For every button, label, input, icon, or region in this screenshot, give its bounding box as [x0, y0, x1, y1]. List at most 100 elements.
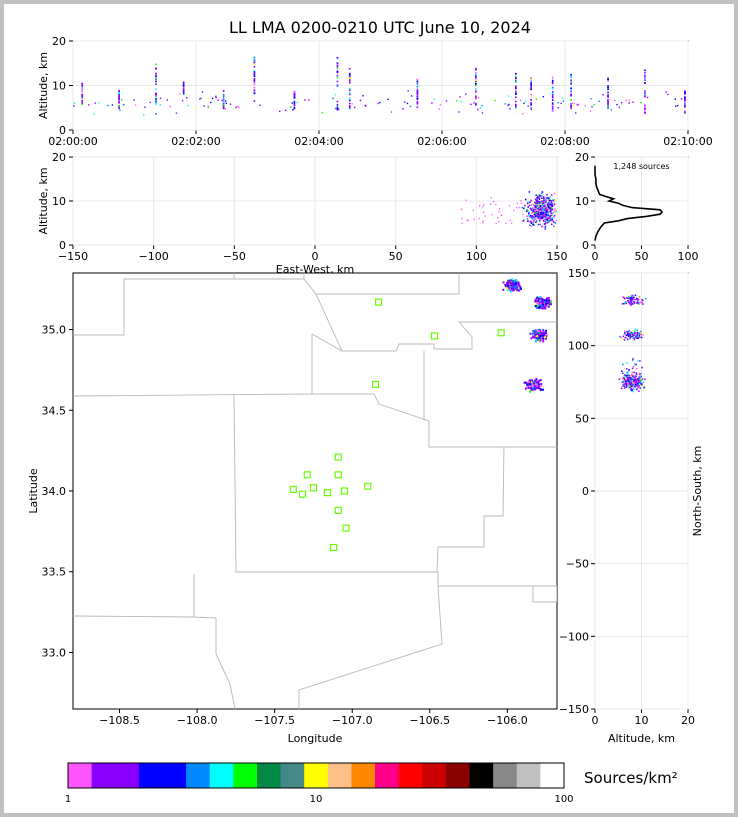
- map-source-point: [544, 307, 547, 310]
- time-source-point: [684, 106, 686, 108]
- map-source-point: [540, 338, 543, 341]
- ns-source-point: [636, 332, 639, 334]
- ns-source-point: [628, 369, 630, 372]
- time-source-point: [155, 63, 157, 66]
- time-source-point: [334, 93, 337, 96]
- time-source-point: [155, 83, 157, 85]
- county-boundary: [311, 333, 343, 352]
- time-source-point: [134, 104, 137, 106]
- ew-source-point: [526, 218, 529, 220]
- ns-tick-label: 10: [635, 714, 649, 727]
- ew-source-point: [536, 215, 538, 218]
- time-source-point: [515, 81, 517, 83]
- ew-source-point: [550, 209, 552, 211]
- map-source-point: [548, 299, 551, 302]
- ew-source-point: [542, 225, 544, 228]
- ew-source-point: [520, 200, 522, 202]
- ns-source-point: [631, 303, 633, 305]
- map-source-point: [537, 297, 540, 300]
- time-source-point: [293, 103, 296, 105]
- ns-source-point: [635, 334, 637, 336]
- ew-source-point: [530, 208, 532, 210]
- ns-source-point: [633, 296, 635, 299]
- map-source-point: [510, 278, 513, 281]
- time-source-point: [222, 94, 225, 97]
- ew-source-point: [528, 204, 531, 207]
- time-source-point: [73, 105, 75, 107]
- ew-source-point: [555, 219, 557, 222]
- ns-source-point: [639, 376, 641, 379]
- ns-source-point: [642, 381, 645, 384]
- map-source-point: [547, 296, 550, 299]
- station-marker: [289, 485, 297, 493]
- ns-source-point: [629, 381, 631, 383]
- time-source-point: [479, 107, 482, 109]
- time-source-point: [238, 106, 240, 109]
- ns-source-point: [636, 388, 638, 391]
- ew-source-point: [555, 210, 557, 213]
- ew-source-point: [478, 205, 481, 207]
- ew-source-point: [549, 216, 551, 218]
- time-source-point: [348, 105, 351, 107]
- map-source-point: [531, 385, 534, 388]
- ns-source-point: [620, 336, 622, 339]
- ew-source-point: [544, 204, 546, 207]
- time-tick-label: 02:04:00: [294, 135, 343, 148]
- ew-source-point: [489, 203, 492, 205]
- ew-source-point: [545, 207, 547, 210]
- ew-source-point: [490, 197, 492, 199]
- time-source-point: [475, 73, 477, 76]
- ns-source-point: [630, 385, 632, 387]
- ns-source-point: [637, 381, 640, 383]
- ns-source-point: [633, 386, 636, 389]
- county-boundary: [193, 616, 236, 709]
- time-source-point: [515, 79, 517, 82]
- time-source-point: [155, 113, 157, 115]
- time-source-point: [182, 83, 185, 86]
- ew-source-point: [554, 208, 556, 210]
- map-source-point: [517, 282, 520, 285]
- ew-source-point: [541, 202, 543, 205]
- map-source-point: [513, 283, 516, 286]
- map-source-point: [537, 385, 540, 388]
- map-source-point: [512, 289, 515, 292]
- ns-source-point: [639, 375, 641, 378]
- time-source-point: [684, 90, 686, 92]
- map-source-point: [517, 283, 520, 286]
- station-marker: [303, 471, 311, 479]
- map-source-point: [531, 380, 534, 383]
- ew-source-point: [513, 209, 515, 212]
- time-source-point: [684, 104, 686, 107]
- ns-source-point: [640, 375, 642, 378]
- ew-source-point: [534, 218, 537, 220]
- ew-tick-label: 0: [312, 250, 319, 263]
- ew-source-point: [540, 207, 543, 209]
- map-source-point: [538, 338, 541, 341]
- time-source-point: [515, 89, 517, 92]
- ew-source-point: [537, 197, 539, 199]
- time-source-point: [118, 96, 120, 99]
- ew-source-point: [548, 201, 550, 204]
- ew-source-point: [549, 196, 552, 198]
- ns-source-point: [635, 385, 638, 387]
- time-source-point: [182, 84, 185, 86]
- hist-tick-label: 100: [678, 250, 699, 263]
- time-source-point: [632, 101, 634, 103]
- map-source-point: [530, 337, 533, 340]
- time-y-tick-label: 20: [52, 35, 66, 48]
- time-source-point: [475, 98, 477, 100]
- time-source-point: [348, 87, 351, 90]
- ew-source-point: [543, 202, 545, 205]
- ew-source-point: [538, 214, 540, 216]
- ew-source-point: [545, 208, 547, 211]
- ew-source-point: [541, 192, 543, 195]
- time-source-point: [481, 112, 484, 114]
- time-source-point: [530, 102, 532, 105]
- ns-source-point: [634, 328, 637, 330]
- ew-source-point: [551, 208, 554, 211]
- time-source-point: [577, 103, 580, 106]
- ns-source-point: [634, 298, 636, 301]
- time-source-point: [222, 106, 225, 109]
- ns-source-point: [630, 294, 633, 297]
- county-boundary: [315, 293, 557, 352]
